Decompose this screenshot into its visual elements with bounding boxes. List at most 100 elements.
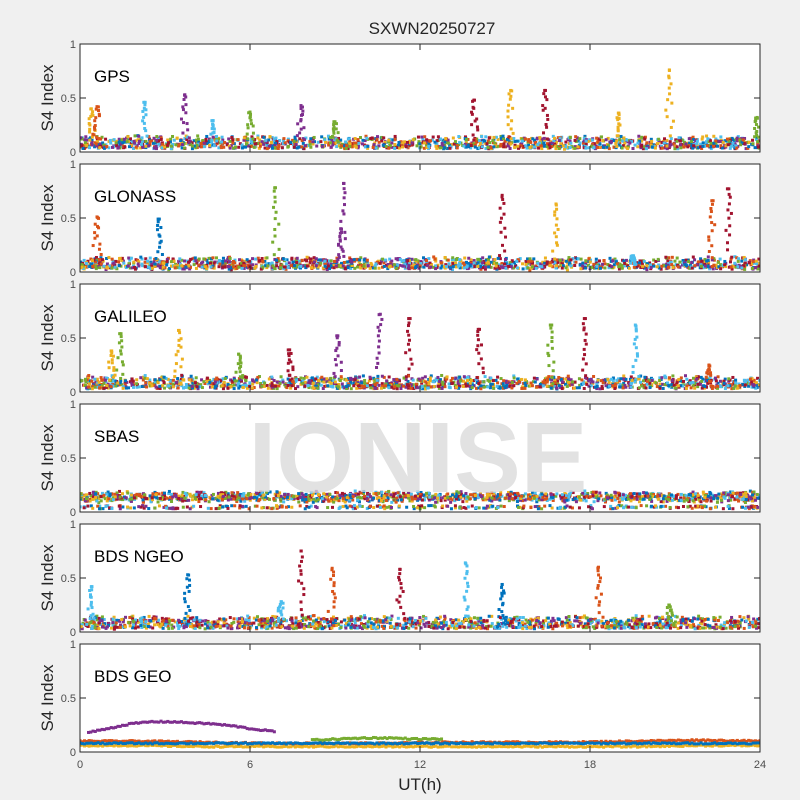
peak-point [173, 369, 177, 373]
data-point [673, 147, 677, 151]
data-point [336, 385, 340, 389]
data-point [645, 262, 649, 266]
data-point [400, 384, 404, 388]
data-point [91, 375, 95, 379]
peak-point [477, 382, 481, 386]
data-point [752, 258, 756, 262]
data-point [595, 261, 599, 265]
peak-point [271, 264, 275, 268]
data-point [197, 264, 201, 268]
data-point [568, 139, 572, 143]
data-point [500, 262, 504, 266]
peak-point [709, 210, 713, 214]
data-point [109, 141, 113, 145]
data-point [658, 376, 662, 380]
data-point [623, 383, 627, 387]
peak-point [476, 330, 480, 334]
data-point [85, 265, 89, 269]
data-point [457, 386, 461, 390]
data-point [196, 134, 200, 138]
data-point [551, 265, 555, 269]
data-point [157, 142, 161, 146]
data-point [630, 140, 634, 144]
data-point [712, 257, 716, 261]
peak-point [116, 356, 120, 360]
peak-point [710, 229, 714, 233]
data-point [265, 142, 269, 146]
peak-point [707, 235, 711, 239]
data-point [644, 266, 648, 270]
data-point [532, 257, 536, 261]
data-point [524, 144, 528, 148]
data-point [95, 144, 99, 148]
peak-point [159, 239, 163, 243]
data-point [676, 147, 680, 151]
peak-point [754, 123, 758, 127]
data-point [390, 141, 394, 145]
data-point [85, 386, 89, 390]
data-point [253, 138, 257, 142]
data-point [250, 135, 254, 139]
data-point [601, 378, 605, 382]
data-point [526, 257, 530, 261]
data-point [520, 137, 524, 141]
peak-point [550, 330, 554, 334]
data-point [528, 257, 532, 261]
peak-point [332, 371, 336, 375]
peak-point [211, 131, 215, 135]
data-point [300, 145, 304, 149]
data-point [495, 261, 499, 265]
peak-point [551, 369, 555, 373]
data-point [169, 384, 173, 388]
data-point [84, 380, 88, 384]
data-point [591, 380, 595, 384]
data-point [257, 259, 261, 263]
data-point [675, 139, 679, 143]
data-point [158, 386, 162, 390]
data-point [573, 146, 577, 150]
peak-point [272, 253, 276, 257]
data-point [329, 136, 333, 140]
data-point [397, 384, 401, 388]
data-point [428, 139, 432, 143]
data-point [690, 144, 694, 148]
data-point [325, 268, 329, 272]
peak-point [407, 367, 411, 371]
data-point [325, 377, 329, 381]
peak-point [541, 108, 545, 112]
data-point [696, 382, 700, 386]
data-point [229, 144, 233, 148]
data-point [197, 140, 201, 144]
data-point [516, 144, 520, 148]
data-point [527, 143, 531, 147]
data-point [95, 140, 99, 144]
data-point [706, 258, 710, 262]
data-point [422, 256, 426, 260]
data-point [161, 378, 165, 382]
data-point [281, 257, 285, 261]
data-point [232, 265, 236, 269]
data-point [150, 382, 154, 386]
peak-point [299, 118, 303, 122]
data-point [386, 263, 390, 267]
data-point [649, 263, 653, 267]
data-point [110, 266, 114, 270]
peak-max-point [177, 328, 181, 332]
data-point [553, 378, 557, 382]
data-point [427, 381, 431, 385]
data-point [397, 379, 401, 383]
peak-point [728, 233, 732, 237]
data-point [111, 384, 115, 388]
data-point [712, 141, 716, 145]
data-point [626, 140, 630, 144]
data-point [635, 264, 639, 268]
data-point [499, 134, 503, 138]
peak-point [179, 381, 183, 385]
data-point [486, 257, 490, 261]
data-point [335, 259, 339, 263]
data-point [225, 143, 229, 147]
data-point [227, 264, 231, 268]
peak-point [708, 215, 712, 219]
data-point [473, 145, 477, 149]
data-point [669, 260, 673, 264]
